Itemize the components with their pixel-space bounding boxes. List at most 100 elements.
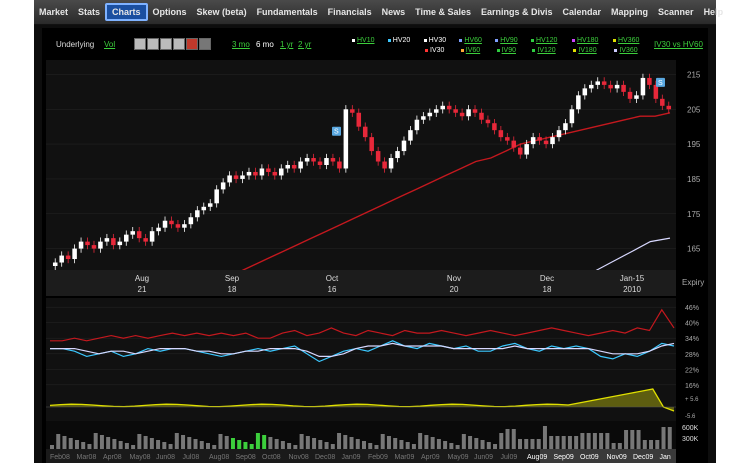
range-2yr[interactable]: 2 yr (298, 40, 312, 49)
volume-bar (449, 443, 454, 449)
vol-y-tick: 16% (685, 383, 699, 390)
nav-tab-financials[interactable]: Financials (327, 7, 372, 17)
chart-toolbar: Underlying Vol 3 mo 6 mo 1 yr 2 yr HV10 H… (42, 28, 708, 58)
legend-swatch (495, 38, 499, 42)
month-label: Sep (225, 274, 240, 283)
nav-tab-skew-beta[interactable]: Skew (beta) (196, 7, 247, 17)
nav-tab-market[interactable]: Market (39, 7, 69, 17)
volume-bar (617, 443, 622, 449)
candle-body (382, 161, 387, 169)
nav-tab-mapping[interactable]: Mapping (611, 7, 649, 17)
legend-swatch (352, 38, 355, 42)
legend-swatch (572, 38, 575, 42)
legend-iv120[interactable]: IV120 (532, 47, 556, 54)
delete-icon[interactable] (186, 38, 198, 50)
range-6mo[interactable]: 6 mo (256, 40, 274, 49)
nav-tab-news[interactable]: News (381, 7, 406, 17)
candle-body (266, 168, 271, 172)
legend-hv120[interactable]: HV120 (531, 37, 557, 44)
candle-body (395, 151, 400, 159)
volume-bar (493, 444, 498, 449)
nav-tab-stats[interactable]: Stats (78, 7, 101, 17)
timeline-selection[interactable] (540, 449, 676, 463)
nav-tab-fundamentals[interactable]: Fundamentals (256, 7, 318, 17)
timeline-label: Nov09 (607, 454, 627, 461)
legend-hv90[interactable]: HV90 (495, 37, 518, 44)
nav-tab-help[interactable]: Help (703, 7, 724, 17)
vol-y-tick: 40% (685, 321, 699, 328)
nav-tab-time-sales[interactable]: Time & Sales (415, 7, 471, 17)
volume-bar (630, 430, 635, 449)
candle-body (517, 147, 523, 155)
pointer-icon[interactable] (134, 38, 146, 50)
candle-body (608, 84, 613, 89)
timeline-label: Jan (660, 454, 671, 461)
price-y-tick: 205 (687, 105, 701, 114)
candle-body (511, 140, 517, 148)
candle-body (440, 105, 445, 110)
month-day-label: 2010 (623, 285, 641, 294)
volume-bar (424, 435, 429, 449)
timeline-label: Jan09 (342, 454, 361, 461)
legend-iv90[interactable]: IV90 (496, 47, 516, 54)
compare-link[interactable]: IV30 vs HV60 (654, 40, 703, 49)
candle-body (52, 262, 58, 266)
candle-body (530, 137, 536, 145)
volume-bar (505, 429, 510, 449)
hand-icon[interactable] (147, 38, 159, 50)
volume-bar (68, 438, 73, 449)
dropdown-icon[interactable] (199, 38, 211, 50)
legend-iv180[interactable]: IV180 (573, 47, 597, 54)
legend-swatch (532, 48, 536, 52)
candle-body (466, 109, 471, 117)
month-day-label: 21 (138, 285, 147, 294)
vol-link[interactable]: Vol (104, 40, 116, 49)
timeline-label: Aug09 (527, 454, 547, 461)
volume-bar (343, 435, 348, 449)
volume-bar (156, 440, 161, 449)
candle-body (434, 109, 439, 113)
volume-tick-600k: 600K (682, 425, 699, 432)
nav-tab-scanner[interactable]: Scanner (658, 7, 694, 17)
text-icon[interactable] (173, 38, 185, 50)
candle-body (149, 231, 155, 242)
volume-bar (112, 439, 117, 449)
candle-body (479, 112, 484, 120)
nav-tab-calendar[interactable]: Calendar (562, 7, 602, 17)
nav-tab-options[interactable]: Options (152, 7, 187, 17)
volume-bar (636, 430, 641, 449)
legend-iv60[interactable]: IV60 (460, 47, 480, 54)
legend-hv30[interactable]: HV30 (423, 37, 446, 44)
legend-swatch (459, 38, 463, 42)
volume-bar (362, 441, 366, 449)
volume-bar (187, 437, 192, 449)
legend-label: HV20 (392, 37, 411, 44)
volume-bar (549, 436, 554, 449)
candle-body (350, 109, 355, 113)
month-axis-bg (46, 270, 676, 296)
timeline-label: May09 (448, 454, 469, 461)
legend-hv10[interactable]: HV10 (352, 37, 375, 44)
legend-iv360[interactable]: IV360 (614, 47, 638, 54)
legend-hv60[interactable]: HV60 (459, 37, 482, 44)
candle-body (311, 158, 316, 162)
candle-body (356, 112, 362, 127)
legend-hv180[interactable]: HV180 (572, 37, 598, 44)
legend-swatch (496, 48, 500, 52)
draw-line-icon[interactable] (160, 38, 172, 50)
range-3mo[interactable]: 3 mo (232, 40, 250, 49)
legend-hv20[interactable]: HV20 (387, 37, 411, 44)
nav-tab-charts[interactable]: Charts (105, 3, 148, 21)
candle-body (330, 158, 336, 162)
volume-tick-300k: 300K (682, 436, 699, 443)
volume-bar (499, 433, 504, 449)
range-1yr[interactable]: 1 yr (280, 40, 294, 49)
volume-bar (530, 439, 535, 449)
legend-hv360[interactable]: HV360 (613, 37, 639, 44)
candle-body (279, 168, 284, 176)
legend-iv30[interactable]: IV30 (425, 47, 444, 54)
candle-body (324, 158, 329, 165)
nav-tab-earnings-divis[interactable]: Earnings & Divis (480, 7, 553, 17)
candle-body (65, 255, 71, 260)
